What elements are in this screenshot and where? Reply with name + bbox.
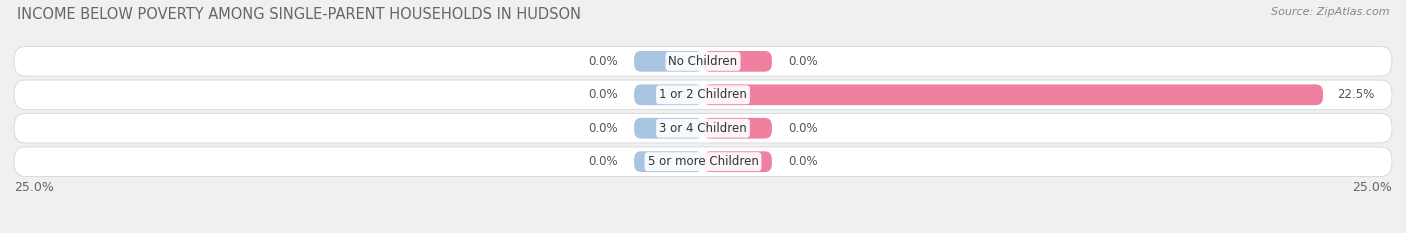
FancyBboxPatch shape [634,151,703,172]
Text: 0.0%: 0.0% [789,122,818,135]
Text: 0.0%: 0.0% [588,88,617,101]
Text: 0.0%: 0.0% [588,122,617,135]
Text: 22.5%: 22.5% [1337,88,1374,101]
Text: 25.0%: 25.0% [1353,181,1392,194]
Text: 0.0%: 0.0% [789,55,818,68]
Text: INCOME BELOW POVERTY AMONG SINGLE-PARENT HOUSEHOLDS IN HUDSON: INCOME BELOW POVERTY AMONG SINGLE-PARENT… [17,7,581,22]
Text: 1 or 2 Children: 1 or 2 Children [659,88,747,101]
Text: 0.0%: 0.0% [789,155,818,168]
FancyBboxPatch shape [703,151,772,172]
FancyBboxPatch shape [14,80,1392,110]
FancyBboxPatch shape [14,113,1392,143]
FancyBboxPatch shape [634,51,703,72]
Text: 0.0%: 0.0% [588,55,617,68]
Text: 5 or more Children: 5 or more Children [648,155,758,168]
FancyBboxPatch shape [703,84,1323,105]
Text: 0.0%: 0.0% [588,155,617,168]
FancyBboxPatch shape [703,118,772,139]
FancyBboxPatch shape [634,84,703,105]
Text: 25.0%: 25.0% [14,181,53,194]
FancyBboxPatch shape [14,147,1392,176]
Text: 3 or 4 Children: 3 or 4 Children [659,122,747,135]
FancyBboxPatch shape [703,51,772,72]
FancyBboxPatch shape [634,118,703,139]
FancyBboxPatch shape [14,47,1392,76]
Text: No Children: No Children [668,55,738,68]
Text: Source: ZipAtlas.com: Source: ZipAtlas.com [1271,7,1389,17]
